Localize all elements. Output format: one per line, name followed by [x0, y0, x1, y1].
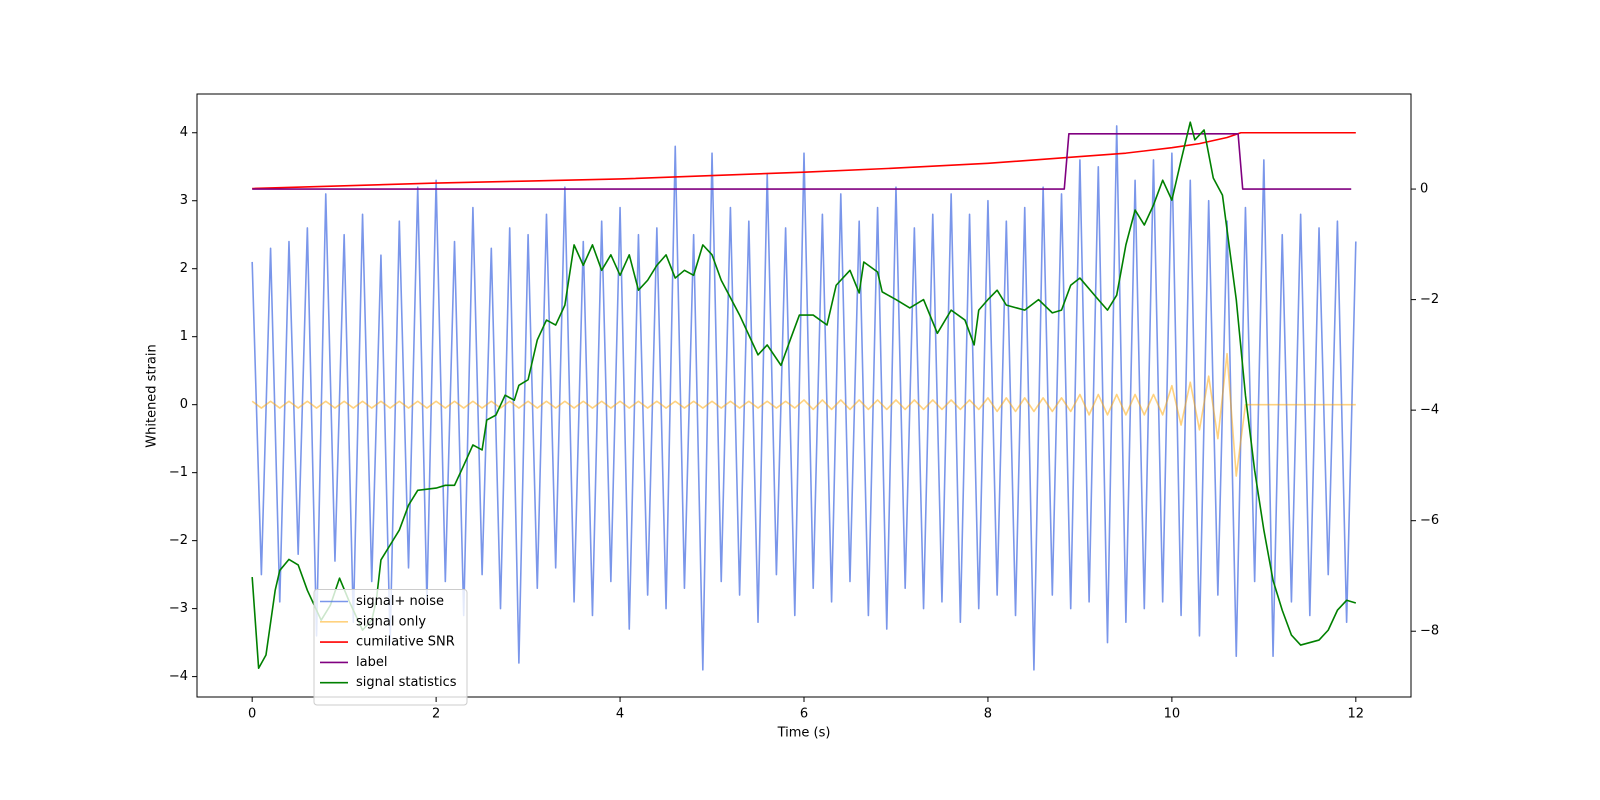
legend-box [313, 589, 468, 706]
legend-label: cumilative SNR [356, 635, 455, 650]
y-tick-label: −4 [169, 669, 188, 684]
plot-area [251, 121, 1357, 671]
y-axis-label: Whitened strain [145, 344, 160, 447]
x-tick-label: 6 [800, 707, 808, 722]
y-tick-label: 2 [180, 261, 188, 276]
legend-label: signal statistics [356, 675, 457, 690]
y-tick-label: 0 [180, 397, 188, 412]
y-tick-label: −1 [169, 465, 188, 480]
legend-label: label [356, 655, 387, 670]
series-line [251, 352, 1356, 477]
x-tick-label: 0 [248, 707, 256, 722]
x-tick-label: 2 [432, 707, 440, 722]
y2-tick-label: −4 [1420, 403, 1439, 418]
y2-tick-label: 0 [1420, 182, 1428, 197]
y-tick-label: 3 [180, 193, 188, 208]
series-line [251, 125, 1357, 671]
y-tick-label: 1 [180, 329, 188, 344]
x-tick-label: 12 [1348, 707, 1365, 722]
x-tick-label: 8 [984, 707, 992, 722]
series-line [251, 121, 1357, 670]
y-tick-label: −3 [169, 601, 188, 616]
series-line [252, 132, 1352, 190]
y2-tick-label: −6 [1420, 513, 1439, 528]
y-tick-label: 4 [180, 125, 188, 140]
y-tick-label: −2 [169, 533, 188, 548]
y2-tick-label: −8 [1420, 624, 1439, 639]
legend: signal+ noise signal only cumilative SNR la… [313, 589, 468, 706]
x-tick-label: 10 [1164, 707, 1181, 722]
legend-label: signal only [356, 614, 426, 629]
series-line [252, 131, 1356, 190]
legend-label: signal+ noise [356, 594, 444, 609]
x-tick-label: 4 [616, 707, 624, 722]
x-axis-label: Time (s) [777, 726, 831, 741]
y2-tick-label: −2 [1420, 292, 1439, 307]
